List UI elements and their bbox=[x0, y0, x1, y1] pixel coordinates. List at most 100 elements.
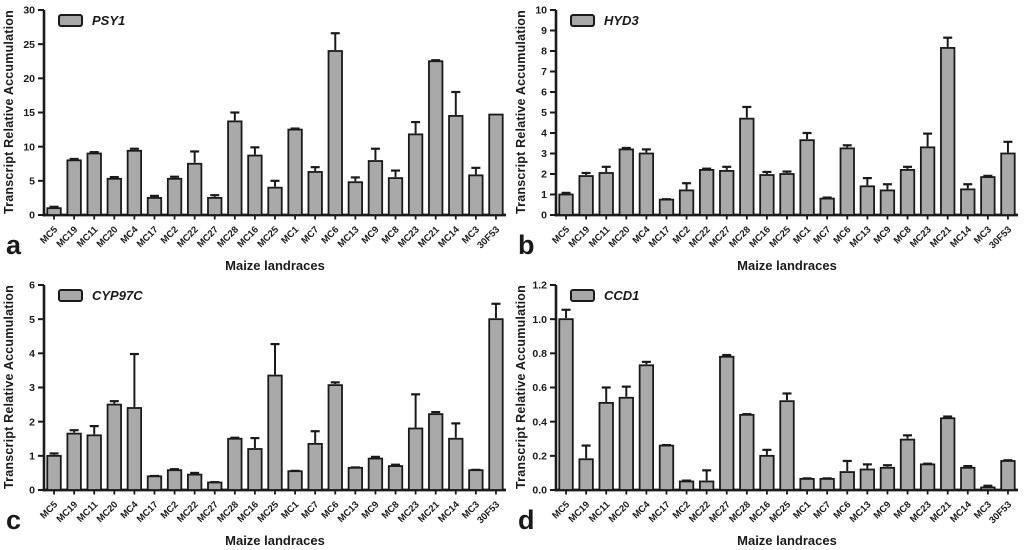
svg-text:MC21: MC21 bbox=[928, 499, 954, 525]
svg-text:MC27: MC27 bbox=[707, 499, 733, 525]
svg-text:5: 5 bbox=[541, 107, 547, 119]
x-axis-title: Maize landraces bbox=[225, 533, 325, 548]
svg-text:MC21: MC21 bbox=[928, 224, 954, 250]
legend-swatch-icon bbox=[570, 289, 595, 302]
svg-text:MC22: MC22 bbox=[687, 499, 713, 525]
svg-text:MC14: MC14 bbox=[436, 224, 462, 250]
svg-text:MC22: MC22 bbox=[175, 224, 201, 250]
svg-text:MC22: MC22 bbox=[687, 224, 713, 250]
svg-text:MC19: MC19 bbox=[567, 499, 593, 525]
svg-text:MC16: MC16 bbox=[235, 224, 261, 250]
legend-gene-label: CYP97C bbox=[92, 288, 143, 303]
svg-text:MC23: MC23 bbox=[396, 224, 422, 250]
svg-text:MC25: MC25 bbox=[255, 224, 281, 250]
svg-text:0: 0 bbox=[29, 210, 35, 222]
svg-text:0.2: 0.2 bbox=[532, 450, 547, 462]
svg-text:MC1: MC1 bbox=[791, 499, 813, 521]
svg-text:MC25: MC25 bbox=[255, 499, 281, 525]
panel-d-legend: CCD1 bbox=[570, 288, 639, 303]
panel-a-legend: PSY1 bbox=[58, 13, 125, 28]
svg-text:0.8: 0.8 bbox=[532, 348, 547, 360]
panel-letter: a bbox=[6, 230, 22, 260]
panel-b: 0 1 2 3 4 5 6 7 8 9 10 MC5 MC19 MC11 MC20 MC4 MC17 MC2 MC2… bbox=[512, 0, 1024, 275]
svg-text:5: 5 bbox=[29, 175, 35, 187]
svg-text:25: 25 bbox=[23, 39, 35, 51]
svg-text:MC1: MC1 bbox=[791, 224, 813, 246]
svg-text:8: 8 bbox=[541, 46, 547, 58]
svg-text:MC21: MC21 bbox=[416, 499, 442, 525]
svg-text:2: 2 bbox=[29, 416, 35, 428]
svg-text:MC17: MC17 bbox=[647, 224, 673, 250]
svg-text:MC20: MC20 bbox=[607, 224, 633, 250]
legend-swatch-icon bbox=[570, 14, 595, 27]
panel-d-chart: 0.00.20.40.60.81.01.2MC5MC19MC11MC20MC4M… bbox=[532, 280, 1018, 526]
svg-text:MC19: MC19 bbox=[567, 224, 593, 250]
panel-b-legend: HYD3 bbox=[570, 13, 639, 28]
svg-text:MC7: MC7 bbox=[811, 499, 833, 521]
svg-text:4: 4 bbox=[29, 348, 35, 360]
panel-c-legend: CYP97C bbox=[58, 288, 143, 303]
panel-letter: c bbox=[6, 505, 22, 535]
svg-text:30: 30 bbox=[23, 5, 35, 17]
svg-text:MC17: MC17 bbox=[647, 499, 673, 525]
svg-text:30F53: 30F53 bbox=[475, 224, 502, 251]
svg-text:MC13: MC13 bbox=[848, 224, 874, 250]
svg-text:MC19: MC19 bbox=[55, 224, 81, 250]
svg-text:6: 6 bbox=[541, 87, 547, 99]
svg-text:7: 7 bbox=[541, 66, 547, 78]
svg-text:MC21: MC21 bbox=[416, 224, 442, 250]
panel-b-chart: 012345678910MC5MC19MC11MC20MC4MC17MC2MC2… bbox=[535, 5, 1018, 251]
svg-text:MC14: MC14 bbox=[436, 499, 462, 525]
svg-text:MC20: MC20 bbox=[95, 224, 121, 250]
svg-text:3: 3 bbox=[29, 382, 35, 394]
panel-c: 0 1 2 3 4 5 6 MC5 MC19 MC11 MC20 MC4 MC17 MC2 MC22 MC27… bbox=[0, 275, 512, 550]
legend-swatch-icon bbox=[58, 289, 83, 302]
svg-text:MC20: MC20 bbox=[607, 499, 633, 525]
svg-text:MC28: MC28 bbox=[215, 499, 241, 525]
svg-text:MC13: MC13 bbox=[336, 224, 362, 250]
svg-text:0.6: 0.6 bbox=[532, 382, 547, 394]
svg-text:5: 5 bbox=[29, 314, 35, 326]
svg-text:MC25: MC25 bbox=[767, 224, 793, 250]
svg-text:MC9: MC9 bbox=[360, 224, 382, 246]
panel-a-chart: 051015202530MC5MC19MC11MC20MC4MC17MC2MC2… bbox=[23, 5, 506, 251]
panel-c-chart: 0123456MC5MC19MC11MC20MC4MC17MC2MC22MC27… bbox=[29, 280, 506, 526]
svg-text:30F53: 30F53 bbox=[475, 499, 502, 526]
svg-text:MC7: MC7 bbox=[299, 499, 321, 521]
svg-text:MC1: MC1 bbox=[279, 224, 301, 246]
svg-text:MC20: MC20 bbox=[95, 499, 121, 525]
svg-text:2: 2 bbox=[541, 169, 547, 181]
svg-text:MC28: MC28 bbox=[727, 499, 753, 525]
legend-gene-label: CCD1 bbox=[604, 288, 640, 303]
svg-text:MC27: MC27 bbox=[195, 499, 221, 525]
svg-text:30F53: 30F53 bbox=[987, 224, 1014, 251]
svg-text:MC1: MC1 bbox=[279, 499, 301, 521]
svg-text:1.0: 1.0 bbox=[532, 314, 547, 326]
svg-text:3: 3 bbox=[541, 148, 547, 160]
legend-gene-label: PSY1 bbox=[92, 13, 126, 28]
svg-text:1.2: 1.2 bbox=[532, 280, 547, 292]
svg-text:MC23: MC23 bbox=[908, 499, 934, 525]
svg-text:15: 15 bbox=[23, 107, 35, 119]
svg-text:MC28: MC28 bbox=[215, 224, 241, 250]
svg-text:9: 9 bbox=[541, 25, 547, 37]
x-axis-title: Maize landraces bbox=[225, 258, 325, 273]
svg-text:MC14: MC14 bbox=[948, 224, 974, 250]
svg-text:20: 20 bbox=[23, 73, 35, 85]
svg-text:MC28: MC28 bbox=[727, 224, 753, 250]
svg-text:MC27: MC27 bbox=[195, 224, 221, 250]
svg-text:MC17: MC17 bbox=[135, 499, 161, 525]
panel-d: 0.0 0.2 0.4 0.6 0.8 1.0 1.2 MC5 MC19 MC11 MC20 MC4 M… bbox=[512, 275, 1024, 550]
svg-text:MC9: MC9 bbox=[360, 499, 382, 521]
svg-text:6: 6 bbox=[29, 280, 35, 292]
svg-text:10: 10 bbox=[535, 5, 547, 17]
x-axis-title: Maize landraces bbox=[737, 258, 837, 273]
svg-text:0.0: 0.0 bbox=[532, 485, 547, 497]
svg-text:MC17: MC17 bbox=[135, 224, 161, 250]
svg-text:MC25: MC25 bbox=[767, 499, 793, 525]
svg-text:MC23: MC23 bbox=[396, 499, 422, 525]
svg-text:0.4: 0.4 bbox=[532, 416, 547, 428]
svg-text:MC9: MC9 bbox=[872, 224, 894, 246]
svg-text:MC16: MC16 bbox=[235, 499, 261, 525]
